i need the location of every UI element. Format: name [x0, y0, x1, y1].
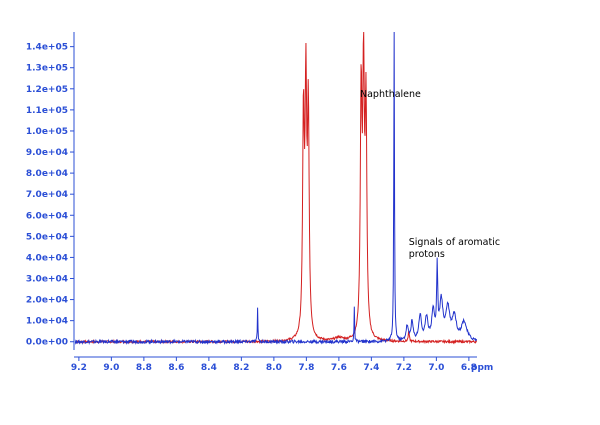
series-layer	[75, 32, 477, 346]
y-tick-label: 8.0e+04	[26, 169, 68, 179]
x-tick-label: 7.8	[298, 363, 314, 373]
x-tick-label: 8.4	[201, 363, 217, 373]
y-tick-label: 5.0e+04	[26, 232, 68, 242]
annotation-label: Naphthalene	[360, 89, 421, 100]
x-axis: 9.2 9.0 8.8 8.6 8.4 8.2 8.0 7.8 7.6 7.4 7.2 7.0 6.8p…	[71, 356, 493, 373]
y-tick-label: 2.0e+04	[26, 296, 68, 306]
x-tick-label: 6.8	[461, 363, 477, 373]
series-line-1	[75, 32, 477, 346]
x-tick-label: 7.0	[428, 363, 444, 373]
x-axis-label: ppm	[471, 363, 493, 373]
x-tick-label: 9.2	[71, 363, 87, 373]
annotation-label: Signals of aromatic	[409, 237, 500, 248]
annotation-label: protons	[409, 249, 445, 260]
series-line-0	[75, 32, 477, 345]
x-tick-label: 8.6	[168, 363, 184, 373]
x-tick-label: 7.6	[331, 363, 347, 373]
x-tick-label: 9.0	[103, 363, 119, 373]
y-tick-label: 1.4e+05	[26, 43, 68, 53]
y-axis: 0.0e+00 1.0e+04 2.0e+04 3.0e+04 4.0e+04 5.0e+…	[26, 32, 75, 350]
x-tick-label: 8.2	[233, 363, 249, 373]
x-tick-label: 8.8	[136, 363, 152, 373]
x-tick-label: 8.0	[266, 363, 282, 373]
y-tick-label: 6.0e+04	[26, 211, 68, 221]
y-tick-label: 0.0e+00	[26, 338, 68, 348]
y-tick-label: 1.0e+04	[26, 317, 68, 327]
y-tick-label: 4.0e+04	[26, 253, 68, 263]
y-tick-label: 1.3e+05	[26, 64, 68, 74]
y-tick-label: 7.0e+04	[26, 190, 68, 200]
y-tick-label: 1.0e+05	[26, 127, 68, 137]
y-tick-label: 1.1e+05	[26, 106, 68, 116]
x-tick-label: 7.4	[363, 363, 379, 373]
y-tick-label: 9.0e+04	[26, 148, 68, 158]
y-tick-label: 3.0e+04	[26, 274, 68, 284]
x-tick-label: 7.2	[396, 363, 412, 373]
y-tick-label: 1.2e+05	[26, 85, 68, 95]
